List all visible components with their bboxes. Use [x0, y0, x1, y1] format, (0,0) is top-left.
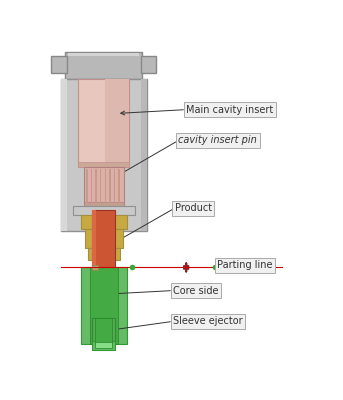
Bar [141, 56, 156, 73]
Text: Parting line: Parting line [217, 260, 272, 270]
Text: Core side: Core side [173, 286, 218, 296]
Bar [87, 248, 120, 260]
Bar [61, 79, 147, 231]
Bar [51, 56, 67, 73]
Text: Product: Product [175, 203, 212, 213]
Bar [90, 268, 118, 344]
Bar [95, 169, 97, 204]
Bar [118, 169, 120, 204]
Bar [73, 206, 134, 215]
Bar [79, 79, 129, 167]
Bar [81, 215, 127, 229]
Bar [95, 342, 112, 348]
Bar [105, 169, 106, 204]
Bar [84, 202, 124, 208]
Bar [92, 265, 98, 270]
Bar [95, 318, 112, 344]
Text: cavity insert pin: cavity insert pin [178, 135, 257, 145]
Bar [92, 210, 115, 268]
Bar [92, 318, 115, 344]
Text: Main cavity insert: Main cavity insert [186, 105, 273, 115]
Bar [84, 167, 124, 206]
Bar [81, 268, 127, 344]
Bar [114, 169, 115, 204]
Bar [79, 162, 129, 167]
Bar [68, 53, 139, 56]
Bar [86, 169, 87, 204]
Bar [92, 210, 96, 268]
Bar [65, 52, 142, 79]
Bar [61, 79, 67, 231]
Bar [141, 79, 147, 231]
Bar [105, 79, 129, 167]
Bar [100, 169, 102, 204]
Bar [91, 169, 92, 204]
Bar [84, 229, 123, 248]
Text: Sleeve ejector: Sleeve ejector [173, 316, 243, 326]
Bar [92, 341, 115, 350]
Bar [109, 169, 111, 204]
